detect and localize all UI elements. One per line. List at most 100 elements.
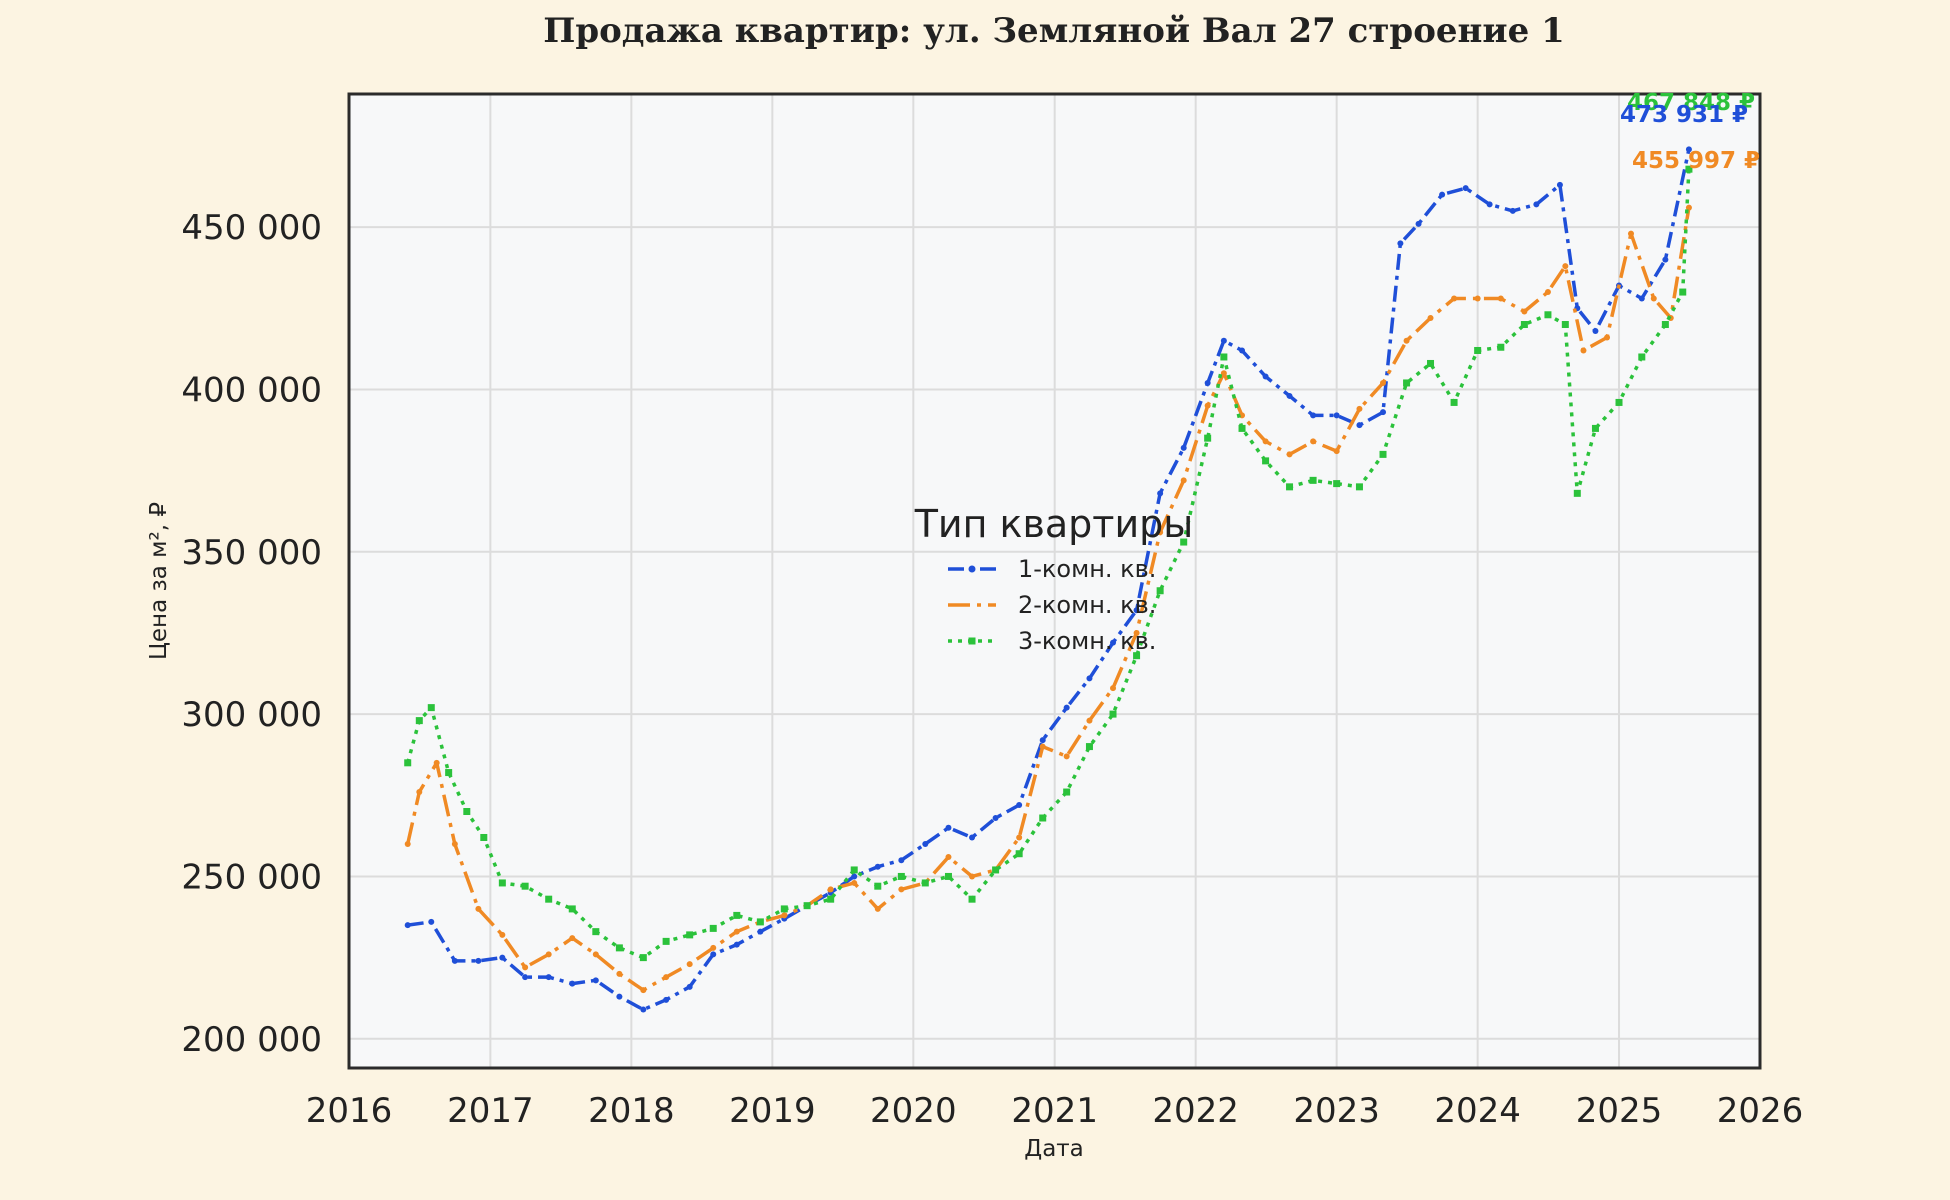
data-point bbox=[1650, 295, 1657, 302]
data-point bbox=[921, 879, 929, 887]
data-point bbox=[1591, 424, 1599, 432]
data-point bbox=[616, 970, 623, 977]
data-point bbox=[545, 895, 553, 903]
data-point bbox=[1333, 412, 1340, 419]
data-point bbox=[592, 928, 600, 936]
data-point bbox=[851, 879, 858, 886]
y-tick-label: 350 000 bbox=[181, 533, 322, 573]
data-point bbox=[1450, 398, 1458, 406]
y-tick-label: 300 000 bbox=[181, 695, 322, 735]
end-value-label: 467 848 ₽ bbox=[1627, 90, 1755, 116]
data-point bbox=[1533, 201, 1540, 208]
data-point bbox=[1039, 737, 1046, 744]
data-point bbox=[1204, 402, 1211, 409]
series-line bbox=[407, 149, 1691, 1012]
data-point bbox=[1220, 370, 1227, 377]
legend-item: 3-комн. кв. bbox=[948, 627, 1156, 655]
data-point bbox=[1262, 457, 1270, 465]
legend-label: 2-комн. кв. bbox=[1018, 591, 1156, 619]
end-value-label: 473 931 ₽ bbox=[1620, 102, 1748, 128]
end-value-label: 455 997 ₽ bbox=[1632, 148, 1760, 174]
data-point bbox=[1133, 652, 1141, 660]
data-point bbox=[1451, 295, 1458, 302]
data-point bbox=[898, 886, 905, 893]
data-point bbox=[1497, 343, 1505, 351]
data-point bbox=[874, 905, 881, 912]
data-point bbox=[1544, 289, 1551, 296]
data-point bbox=[1063, 753, 1070, 760]
data-point bbox=[498, 879, 506, 887]
data-point bbox=[569, 980, 576, 987]
data-point bbox=[827, 886, 834, 893]
data-point bbox=[1679, 288, 1687, 296]
y-tick-label: 250 000 bbox=[181, 857, 322, 897]
data-point bbox=[1427, 315, 1434, 322]
data-point bbox=[733, 911, 741, 919]
legend-item: 1-комн. кв. bbox=[948, 555, 1156, 583]
data-point bbox=[709, 924, 717, 932]
data-point bbox=[945, 824, 952, 831]
data-point bbox=[1156, 587, 1164, 595]
data-point bbox=[710, 944, 717, 951]
legend: Тип квартиры 1-комн. кв. 2-комн. кв. 3-ком… bbox=[914, 502, 1194, 655]
data-point bbox=[1474, 295, 1481, 302]
data-point bbox=[686, 961, 693, 968]
data-point bbox=[1627, 230, 1634, 237]
data-point bbox=[1685, 165, 1693, 173]
data-point bbox=[1685, 146, 1692, 153]
chart-title: Продажа квартир: ул. Земляной Вал 27 стр… bbox=[543, 11, 1565, 51]
data-point bbox=[969, 834, 976, 841]
data-point bbox=[922, 840, 929, 847]
legend-label: 1-комн. кв. bbox=[1018, 555, 1156, 583]
plot-frame bbox=[347, 92, 1762, 1070]
data-point bbox=[1239, 347, 1246, 354]
data-point bbox=[1356, 405, 1363, 412]
x-tick-label: 2017 bbox=[447, 1091, 534, 1131]
data-point bbox=[945, 853, 952, 860]
x-tick-label: 2023 bbox=[1293, 1091, 1380, 1131]
data-point bbox=[463, 808, 471, 816]
data-point bbox=[592, 951, 599, 958]
axis-ticks: 2016 2017 2018 2019 2020 2021 2022 2023 2024 2025… bbox=[181, 208, 1803, 1131]
data-point bbox=[686, 983, 693, 990]
legend-marker bbox=[968, 637, 976, 645]
x-tick-label: 2026 bbox=[1717, 1091, 1804, 1131]
data-point bbox=[640, 987, 647, 994]
x-tick-label: 2022 bbox=[1152, 1091, 1239, 1131]
data-point bbox=[1310, 412, 1317, 419]
x-tick-label: 2016 bbox=[306, 1091, 393, 1131]
legend-item: 2-комн. кв. bbox=[948, 591, 1156, 619]
data-point bbox=[874, 863, 881, 870]
data-point bbox=[615, 944, 623, 952]
data-point bbox=[1204, 434, 1212, 442]
data-point bbox=[969, 873, 976, 880]
data-point bbox=[569, 935, 576, 942]
data-point bbox=[480, 833, 488, 841]
data-point bbox=[1016, 834, 1023, 841]
data-point bbox=[427, 704, 435, 712]
data-point bbox=[827, 895, 835, 903]
data-point bbox=[1356, 422, 1363, 429]
data-point bbox=[1086, 675, 1093, 682]
data-point bbox=[1520, 321, 1528, 329]
data-point bbox=[1039, 814, 1047, 822]
data-point bbox=[1180, 538, 1188, 546]
x-tick-label: 2021 bbox=[1011, 1091, 1098, 1131]
data-point bbox=[475, 957, 482, 964]
data-point bbox=[499, 931, 506, 938]
data-point bbox=[1521, 308, 1528, 315]
legend-marker bbox=[968, 565, 976, 573]
data-point bbox=[733, 941, 740, 948]
series-3 bbox=[404, 165, 1693, 962]
data-point bbox=[1286, 451, 1293, 458]
data-point bbox=[1380, 379, 1387, 386]
end-labels: 467 848 ₽473 931 ₽ 455 997 ₽ bbox=[1620, 90, 1760, 174]
x-tick-label: 2020 bbox=[870, 1091, 957, 1131]
series-1 bbox=[404, 146, 1692, 1013]
data-point bbox=[1286, 392, 1293, 399]
data-point bbox=[1180, 444, 1187, 451]
legend-label: 3-комн. кв. bbox=[1018, 627, 1156, 655]
data-point bbox=[710, 951, 717, 958]
data-point bbox=[568, 905, 576, 913]
